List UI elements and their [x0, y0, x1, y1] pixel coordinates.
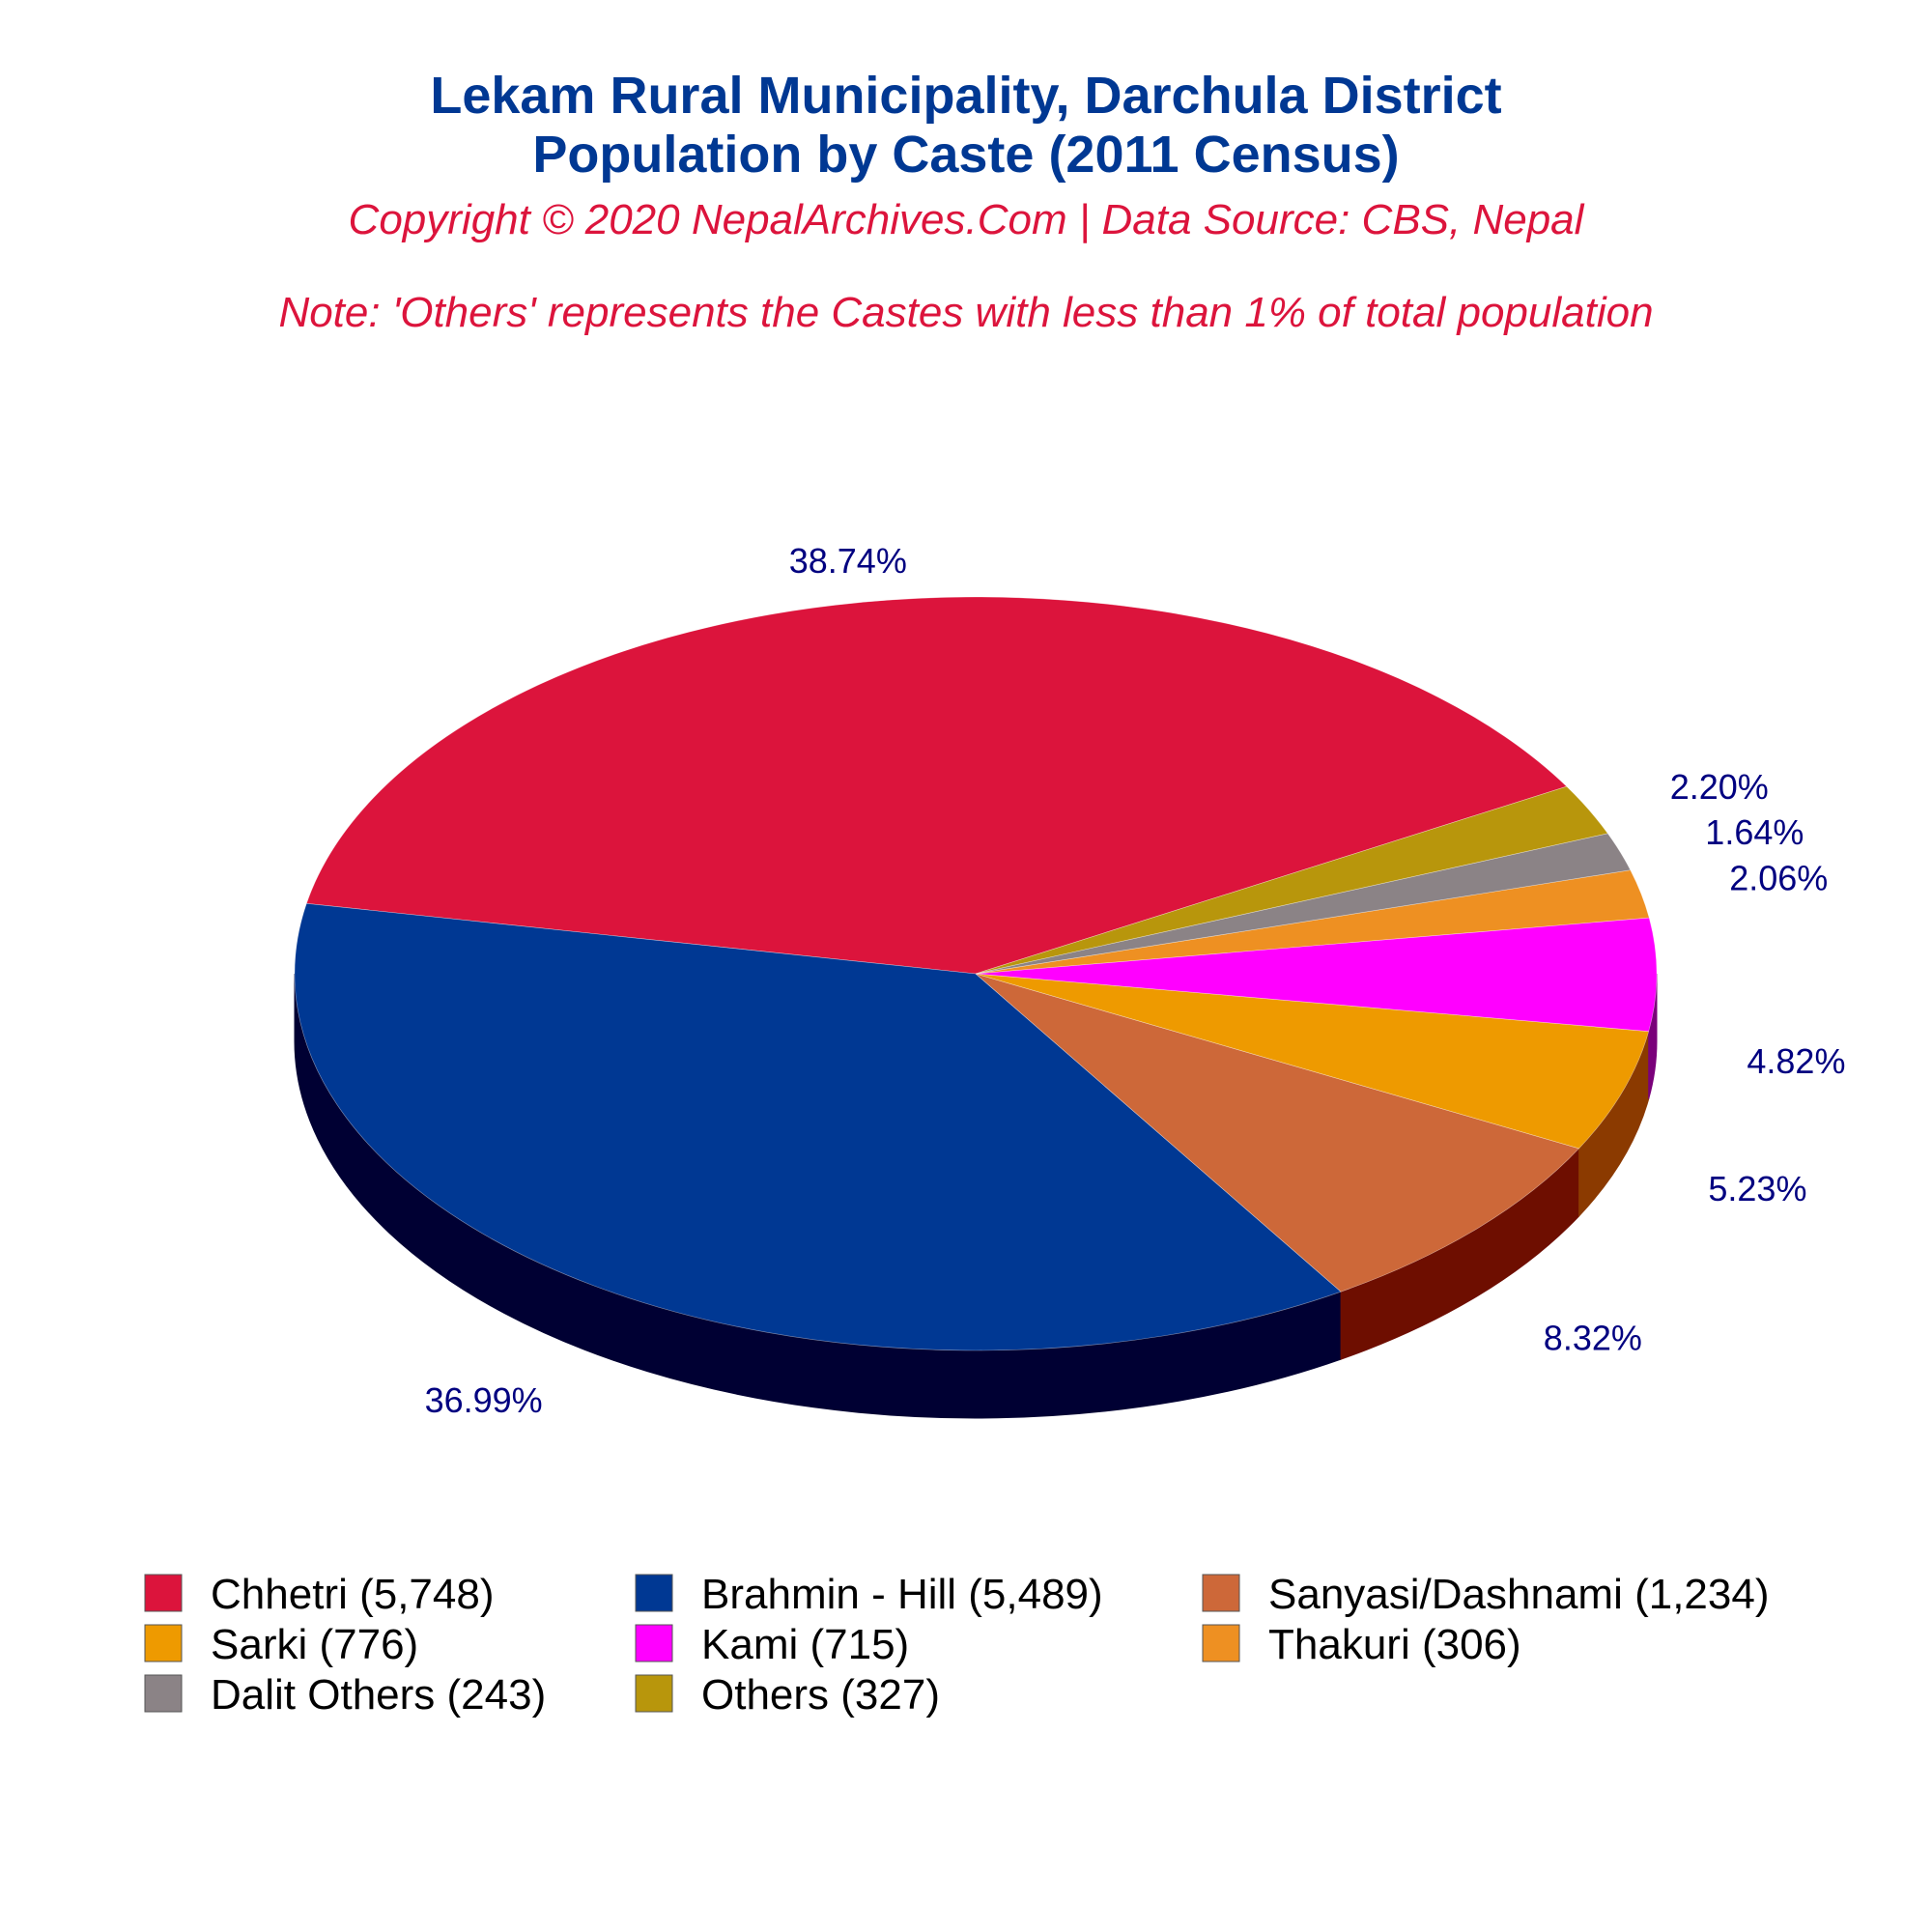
legend-label-1: Brahmin - Hill (5,489) — [701, 1571, 1103, 1618]
legend-swatch-0 — [144, 1574, 183, 1612]
others-note: Note: 'Others' represents the Castes wit… — [278, 289, 1653, 336]
legend-swatch-2 — [1202, 1574, 1240, 1612]
pie-sides — [294, 973, 1658, 1419]
legend-label-3: Sarki (776) — [211, 1621, 418, 1668]
pct-label-3: 5.23% — [1708, 1169, 1806, 1208]
pie-slice-7 — [975, 785, 1608, 975]
pct-label-0: 38.74% — [789, 541, 907, 581]
pie-labels: 38.74% 36.99% 8.32% 5.23% 4.82% 2.06% 1.64% 2.2… — [425, 541, 1846, 1420]
copyright-note: Copyright © 2020 NepalArchives.Com | Dat… — [349, 196, 1585, 243]
pct-label-6: 1.64% — [1705, 812, 1804, 852]
pie-slice-2 — [975, 973, 1580, 1293]
pct-label-4: 4.82% — [1747, 1041, 1845, 1081]
legend-swatch-7 — [635, 1674, 673, 1713]
chart-title-line2: Population by Caste (2011 Census) — [532, 126, 1399, 184]
pct-label-7: 2.20% — [1670, 767, 1769, 807]
pie-slice-0 — [305, 596, 1568, 975]
legend-swatch-4 — [635, 1624, 673, 1662]
legend-swatch-5 — [1202, 1624, 1240, 1662]
pct-label-5: 2.06% — [1729, 859, 1828, 898]
legend: Chhetri (5,748) Brahmin - Hill (5,489) San… — [144, 1571, 1769, 1719]
legend-label-0: Chhetri (5,748) — [211, 1571, 494, 1618]
pie-slice-4 — [975, 917, 1658, 1032]
legend-label-6: Dalit Others (243) — [211, 1671, 546, 1719]
pct-label-2: 8.32% — [1544, 1319, 1642, 1358]
legend-label-4: Kami (715) — [701, 1621, 909, 1668]
pct-label-1: 36.99% — [425, 1380, 543, 1420]
legend-label-2: Sanyasi/Dashnami (1,234) — [1268, 1571, 1769, 1618]
pie-top — [294, 596, 1658, 1351]
pie-slice-3 — [975, 973, 1650, 1150]
legend-swatch-6 — [144, 1674, 183, 1713]
pie-slice-1 — [294, 902, 1342, 1351]
legend-swatch-1 — [635, 1574, 673, 1612]
legend-label-7: Others (327) — [701, 1671, 940, 1719]
legend-label-5: Thakuri (306) — [1268, 1621, 1521, 1668]
legend-swatch-3 — [144, 1624, 183, 1662]
chart-title: Lekam Rural Municipality, Darchula Distr… — [430, 67, 1501, 125]
